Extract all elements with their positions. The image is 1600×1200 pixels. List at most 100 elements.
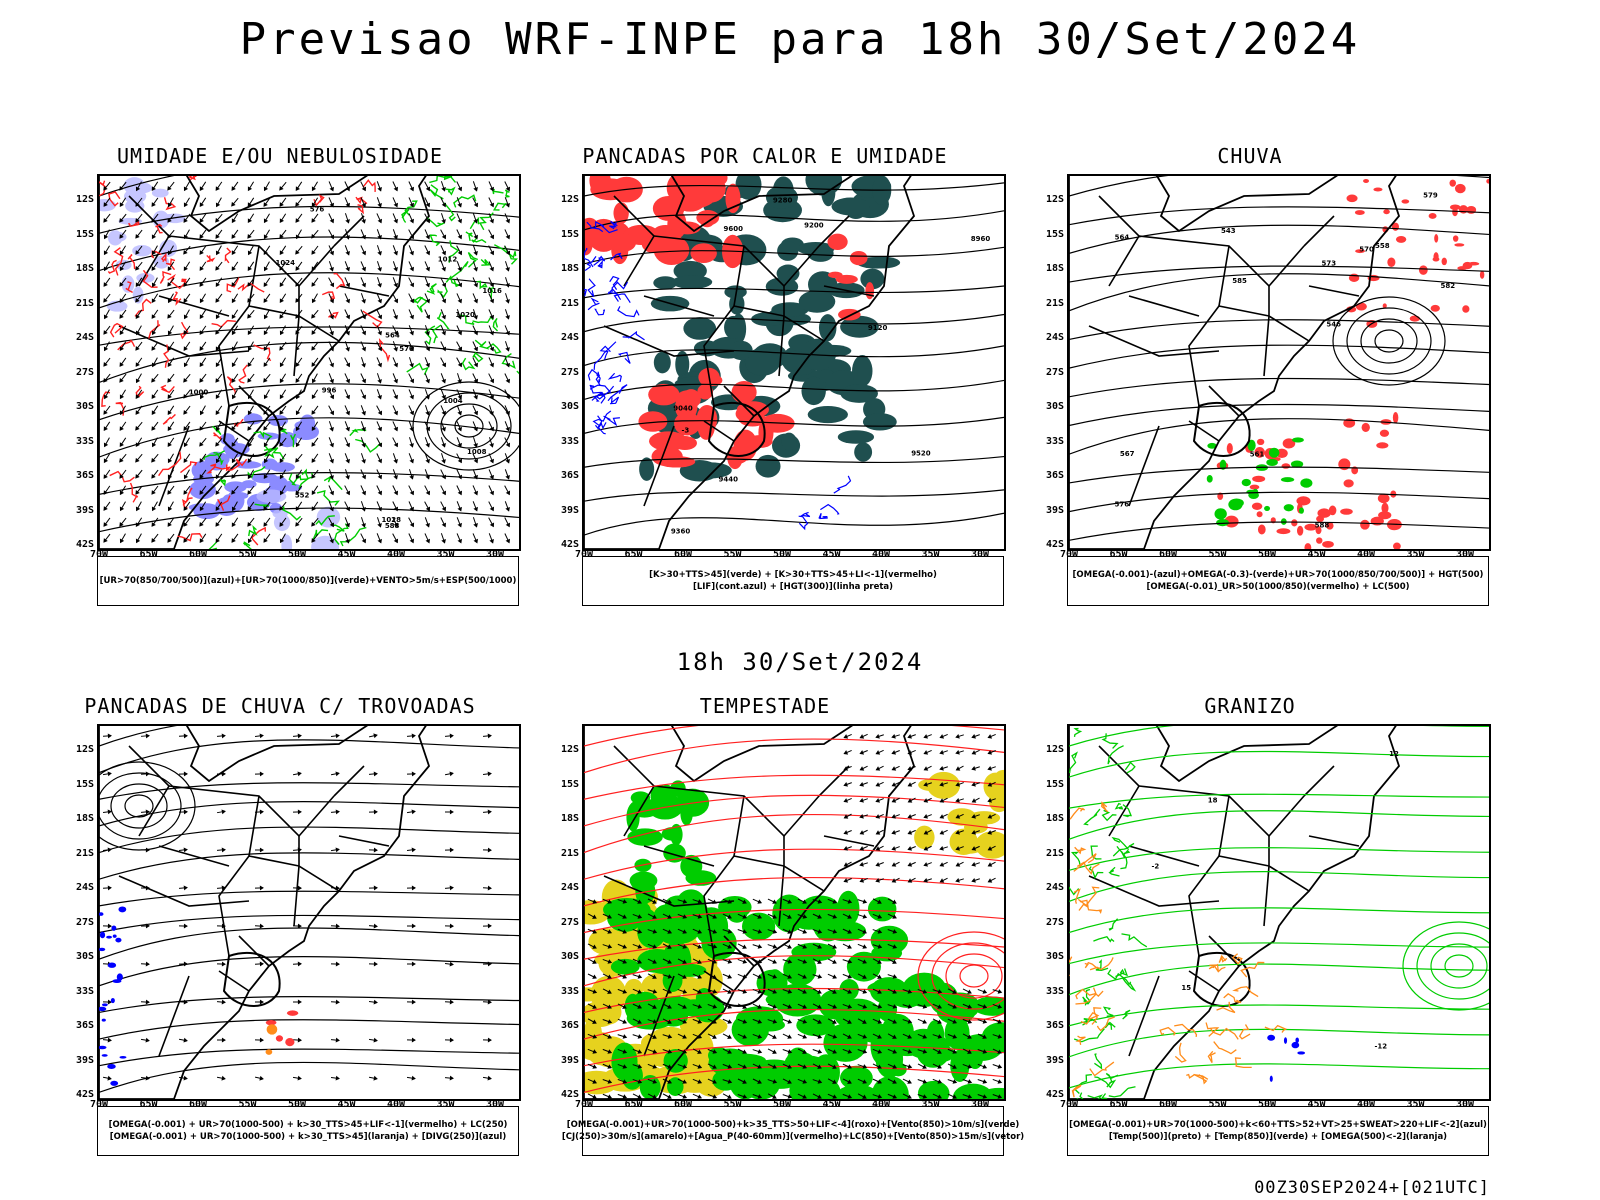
- svg-text:582: 582: [1441, 282, 1456, 290]
- svg-text:564: 564: [385, 331, 400, 339]
- lon-tick-label: 55W: [723, 549, 742, 560]
- lon-tick-label: 45W: [822, 549, 841, 560]
- main-title: Previsao WRF-INPE para 18h 30/Set/2024: [239, 14, 1361, 65]
- svg-text:1016: 1016: [482, 287, 502, 295]
- lat-tick-label: 30S: [1045, 951, 1064, 962]
- lat-tick-label: 18S: [75, 263, 94, 274]
- lon-tick-label: 60W: [188, 1099, 208, 1110]
- svg-text:552: 552: [295, 492, 310, 500]
- map-umidade: 1008 1004 1012 1020 1024 1028 1016 1000 996 552 57…: [97, 174, 521, 551]
- svg-text:9040: 9040: [673, 404, 693, 412]
- lon-tick-label: 30W: [485, 549, 505, 560]
- panel-title: PANCADAS DE CHUVA C/ TROVOADAS: [84, 694, 476, 718]
- svg-text:567: 567: [1120, 450, 1135, 458]
- lat-tick-label: 18S: [1045, 813, 1064, 824]
- lon-tick-label: 60W: [188, 549, 208, 560]
- lon-tick-label: 40W: [871, 549, 891, 560]
- lat-tick-label: 30S: [1045, 401, 1064, 412]
- map-canvas: [99, 726, 519, 1099]
- svg-text:15: 15: [1181, 984, 1191, 992]
- svg-text:576: 576: [1115, 501, 1130, 509]
- svg-text:9520: 9520: [911, 449, 931, 457]
- legend-line: [Temp(500)](preto) + [Temp(850)](verde) …: [1108, 1132, 1448, 1142]
- panel-title: CHUVA: [1217, 144, 1283, 168]
- map-chuva: 588 585 582 579 576 573 570 567 564 561 558 546 543: [1067, 174, 1491, 551]
- lon-tick-label: 70W: [574, 549, 594, 560]
- lon-tick-label: 70W: [574, 1099, 594, 1110]
- lat-tick-label: 12S: [1045, 194, 1064, 205]
- lon-tick-label: 35W: [436, 1099, 455, 1110]
- map-canvas: 1008 1004 1012 1020 1024 1028 1016 1000 996 552 57…: [99, 176, 519, 549]
- lat-tick-label: 12S: [1045, 744, 1064, 755]
- panel-granizo: GRANIZO 12 15 18 -12 -2 [OMEGA(-0.001)+UR>70…: [1020, 694, 1491, 1164]
- svg-text:-2: -2: [1152, 863, 1160, 871]
- lon-tick-label: 65W: [624, 549, 643, 560]
- legend-line: [K>30+TTS>45](verde) + [K>30+TTS>45+LI<-…: [649, 570, 937, 580]
- svg-text:585: 585: [1232, 277, 1247, 285]
- svg-text:561: 561: [1250, 451, 1265, 459]
- legend-line: [UR>70(850/700/500)](azul)+[UR>70(1000/8…: [99, 576, 517, 586]
- lat-tick-label: 30S: [75, 401, 94, 412]
- lat-tick-label: 18S: [75, 813, 94, 824]
- lon-tick-label: 65W: [624, 1099, 643, 1110]
- legend-granizo: [OMEGA(-0.001)+UR>70(1000-500)+k<60+TTS>…: [1067, 1106, 1489, 1156]
- lon-tick-label: 70W: [89, 549, 109, 560]
- legend-chuva: [OMEGA(-0.001)-(azul)+OMEGA(-0.3)-(verde…: [1067, 556, 1489, 606]
- legend-line: [OMEGA(-0.001) + UR>70(1000-500) + k>30_…: [109, 1132, 507, 1142]
- lat-tick-label: 33S: [1045, 985, 1064, 997]
- lon-tick-label: 70W: [89, 1099, 109, 1110]
- lon-tick-label: 55W: [1208, 1099, 1227, 1110]
- svg-text:-3: -3: [682, 427, 690, 435]
- legend-line: [OMEGA(-0.001) + UR>70(1000-500) + k>30_…: [108, 1120, 508, 1130]
- lat-tick-label: 39S: [75, 504, 94, 516]
- lat-tick-label: 33S: [560, 985, 579, 997]
- legend-tempestade: [OMEGA(-0.001)+UR>70(1000-500)+k>35_TTS>…: [562, 1106, 1024, 1156]
- panel-umidade: UMIDADE E/OU NEBULOSIDADE 1008 1004 1012 10…: [50, 144, 521, 614]
- lat-tick-label: 12S: [75, 744, 94, 755]
- lon-tick-label: 45W: [822, 1099, 841, 1110]
- lat-tick-label: 21S: [1045, 847, 1064, 859]
- svg-text:588: 588: [385, 522, 400, 530]
- svg-text:9440: 9440: [718, 476, 738, 484]
- lat-tick-label: 36S: [1045, 470, 1064, 481]
- lon-tick-label: 35W: [921, 1099, 940, 1110]
- map-canvas: 12 15 18 -12 -2: [1069, 726, 1489, 1099]
- lon-tick-label: 50W: [287, 549, 307, 560]
- svg-text:570: 570: [1359, 245, 1374, 253]
- lon-tick-label: 60W: [673, 549, 693, 560]
- lat-tick-label: 39S: [75, 1054, 94, 1066]
- lat-tick-label: 18S: [560, 263, 579, 274]
- lat-tick-label: 33S: [560, 435, 579, 447]
- lon-tick-label: 60W: [673, 1099, 693, 1110]
- lat-tick-label: 24S: [560, 882, 579, 893]
- svg-text:9280: 9280: [773, 196, 793, 204]
- lon-tick-label: 70W: [1059, 1099, 1079, 1110]
- lon-tick-label: 35W: [921, 549, 940, 560]
- legend-trovoadas: [OMEGA(-0.001) + UR>70(1000-500) + k>30_…: [97, 1106, 519, 1156]
- lat-tick-label: 24S: [75, 882, 94, 893]
- lat-tick-label: 36S: [560, 1020, 579, 1031]
- svg-text:9120: 9120: [868, 324, 888, 332]
- lon-tick-label: 60W: [1158, 549, 1178, 560]
- panel-title: GRANIZO: [1204, 694, 1296, 718]
- lon-tick-label: 30W: [970, 1099, 990, 1110]
- panel-title: UMIDADE E/OU NEBULOSIDADE: [116, 144, 444, 168]
- lon-tick-label: 45W: [1307, 1099, 1326, 1110]
- svg-text:1000: 1000: [189, 389, 209, 397]
- svg-text:579: 579: [1423, 192, 1438, 200]
- lat-tick-label: 42S: [75, 1089, 94, 1100]
- lat-tick-label: 12S: [560, 744, 579, 755]
- lat-tick-label: 12S: [560, 194, 579, 205]
- svg-text:8960: 8960: [971, 235, 991, 243]
- svg-text:558: 558: [1375, 242, 1390, 250]
- lon-tick-label: 55W: [1208, 549, 1227, 560]
- lon-tick-label: 50W: [1257, 1099, 1277, 1110]
- lon-tick-label: 35W: [1406, 549, 1425, 560]
- lon-tick-label: 40W: [1356, 549, 1376, 560]
- legend-line: [OMEGA(-0.001)+UR>70(1000-500)+k>35_TTS>…: [566, 1120, 1020, 1130]
- lat-tick-label: 42S: [75, 539, 94, 550]
- lat-tick-label: 18S: [1045, 263, 1064, 274]
- svg-text:9200: 9200: [804, 222, 824, 230]
- lon-tick-label: 65W: [139, 1099, 158, 1110]
- lon-tick-label: 50W: [287, 1099, 307, 1110]
